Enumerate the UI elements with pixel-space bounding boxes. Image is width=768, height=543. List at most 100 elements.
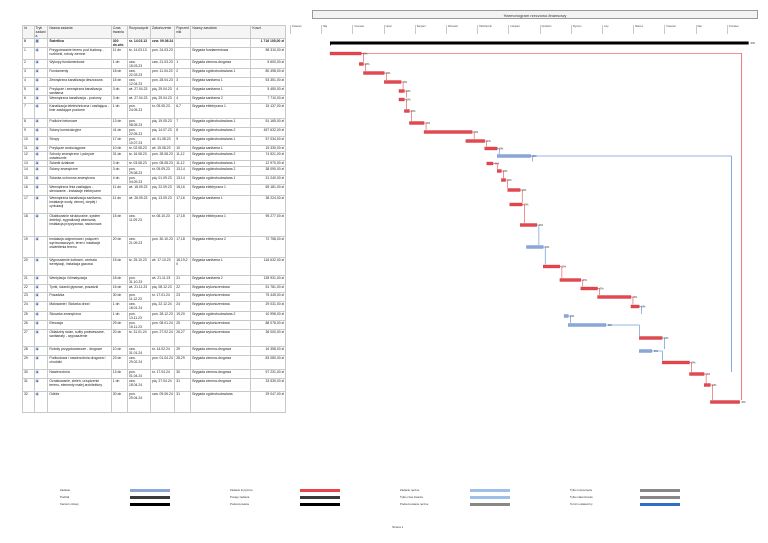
cell-res[interactable]: Brygada ogólnobudowlana 1	[190, 118, 252, 128]
cell-start[interactable]: pon. 10.07.23	[126, 136, 152, 146]
cell-res[interactable]: Brygada wykończeniowa	[190, 301, 252, 312]
table-row[interactable]: 10 ▣ Stropy 17 dn pon. 10.07.23 wt. 01.08.23 9…	[22, 136, 286, 146]
cell-pred[interactable]: 4	[174, 95, 192, 104]
cell-res[interactable]: Brygada elektryczna 2	[190, 236, 252, 258]
cell-name[interactable]: Nawierzchnia	[47, 369, 112, 379]
cell-finish[interactable]: pią. 22.09.23	[149, 184, 176, 196]
table-row[interactable]: 7 ▣ Kanalizacja teletechniczna i zasilając…	[22, 103, 286, 119]
col-predecessors[interactable]: Poprzedniki	[174, 25, 192, 39]
table-row[interactable]: 20 ▣ Wyposażenie kotłowni, centrala wentyl…	[22, 257, 286, 276]
cell-cost[interactable]: 135 931,00 zł	[250, 275, 286, 285]
col-resources[interactable]: Nazwy zasobów	[190, 25, 252, 39]
cell-finish[interactable]: pią. 29.04.23	[149, 86, 176, 96]
table-row[interactable]: 24 ▣ Malowanie i Stolarka drzwi 1 dn czw. 18…	[22, 301, 286, 312]
cell-start[interactable]: śr. 31.01.24	[126, 329, 152, 347]
col-name[interactable]: Nazwa zadania	[47, 25, 112, 39]
summary-duration[interactable]: 300 dn.wie.	[110, 38, 128, 48]
table-row[interactable]: 25 ▣ Ślusarka zewnętrzna 1 dn pon. 13.11.23 p…	[22, 311, 286, 321]
cell-cost[interactable]: 57 231,00 zł	[250, 369, 286, 379]
cell-duration[interactable]: 11 dn	[110, 184, 128, 196]
table-row[interactable]: 2 ▣ Wykopy fundamentowe 1 dn czw. 15.03.23 cz…	[22, 59, 286, 69]
cell-pred[interactable]: 13,14	[174, 175, 192, 185]
table-row[interactable]: 23 ▣ Posadzka 30 dn pon. 11.12.23 śr. 17.01.2…	[22, 292, 286, 302]
summary-res[interactable]	[190, 38, 252, 48]
cell-cost[interactable]: 5 600,00 zł	[250, 59, 286, 69]
cell-name[interactable]: Okablowanie strukturalne, system detekcj…	[47, 213, 112, 237]
cell-cost[interactable]: 15 137,00 zł	[250, 103, 286, 119]
cell-duration[interactable]: 15 dn	[110, 284, 128, 293]
cell-name[interactable]: Wewnętrzna linia zasilająca - sterowanie…	[47, 184, 112, 196]
cell-duration[interactable]: 20 dn	[110, 329, 128, 347]
cell-res[interactable]: Brygada sanitarna 2	[190, 95, 252, 104]
cell-finish[interactable]: wt. 21.11.23	[149, 275, 176, 285]
cell-cost[interactable]: 72 758,00 zł	[250, 236, 286, 258]
cell-cost[interactable]: 457 632,00 zł	[250, 127, 286, 137]
cell-start[interactable]: czw. 21.09.23	[126, 236, 152, 258]
cell-name[interactable]: Odbiór	[47, 391, 112, 413]
cell-finish[interactable]: śr. 17.04.24	[149, 369, 176, 379]
cell-finish[interactable]: pon. 28.12.23	[149, 311, 176, 321]
cell-pred[interactable]: 23	[174, 292, 192, 302]
cell-duration[interactable]: 30 dn	[110, 391, 128, 413]
cell-start[interactable]: wt. 26.09.23	[126, 195, 152, 214]
cell-start[interactable]: wt. 18.09.23	[126, 184, 152, 196]
cell-cost[interactable]: 88 078,00 zł	[250, 320, 286, 330]
cell-name[interactable]: Podbudowa i nawierzchnia drogowa i chodn…	[47, 355, 112, 370]
cell-cost[interactable]: 74 521,00 zł	[250, 151, 286, 161]
cell-duration[interactable]: 1 dn	[110, 378, 128, 392]
cell-start[interactable]: pon. 13.11.23	[126, 311, 152, 321]
cell-duration[interactable]: 11 dn	[110, 47, 128, 60]
cell-duration[interactable]: 20 dn	[110, 236, 128, 258]
cell-cost[interactable]: 83 080,00 zł	[250, 355, 286, 370]
cell-cost[interactable]: 10 998,00 zł	[250, 311, 286, 321]
cell-pred[interactable]: 1	[174, 59, 192, 69]
table-row[interactable]: 32 ▣ Odbiór 30 dn pon. 29.04.24 czw. 09.06.24…	[22, 391, 286, 413]
cell-name[interactable]: Tynki, ścianki gipsowe, posadzki	[47, 284, 112, 293]
cell-res[interactable]: Brygada wykończeniowa	[190, 292, 252, 302]
cell-start[interactable]: pon. 04.09.23	[126, 175, 152, 185]
cell-name[interactable]: Ściany konstrukcyjne	[47, 127, 112, 137]
cell-finish[interactable]: pią. 13.09.23	[149, 195, 176, 214]
cell-pred[interactable]: 28,29	[174, 355, 192, 370]
cell-duration[interactable]: 10 dn	[110, 346, 128, 356]
cell-start[interactable]: pon. 08.05.23	[126, 118, 152, 128]
cell-name[interactable]: Ścianka ochronna zewnętrzna	[47, 175, 112, 185]
cell-res[interactable]: Brygada sanitarna 1	[190, 77, 252, 87]
cell-res[interactable]: Brygada ziemna-drogowa	[190, 59, 252, 69]
summary-finish[interactable]: czw. 09.06.24	[149, 38, 176, 48]
table-row[interactable]: 28 ▣ Roboty przygotowawcze - drogowe 10 dn c…	[22, 346, 286, 356]
cell-finish[interactable]: pon. 11.04.23	[149, 68, 176, 78]
cell-start[interactable]: czw. 29.02.24	[126, 355, 152, 370]
cell-start[interactable]: pon. 24.05.23	[126, 103, 152, 119]
cell-pred[interactable]: 13,14	[174, 166, 192, 176]
table-row[interactable]: 31 ▣ Oznakowanie, zieleń, urządzenie teren…	[22, 378, 286, 392]
cell-finish[interactable]: śr. 05.09.23	[149, 166, 176, 176]
cell-start[interactable]: czw. 12.04.23	[126, 77, 152, 87]
cell-finish[interactable]: pią. 01.09.23	[149, 175, 176, 185]
cell-start[interactable]: śr. 14.03.13	[126, 47, 152, 60]
cell-cost[interactable]: 51 165,00 zł	[250, 118, 286, 128]
cell-finish[interactable]: pią. 19.05.23	[149, 118, 176, 128]
cell-finish[interactable]: czw. 09.06.24	[149, 391, 176, 413]
cell-duration[interactable]: 1 dn	[110, 311, 128, 321]
cell-duration[interactable]: 4 dn	[110, 175, 128, 185]
cell-name[interactable]: Ściany zewnętrzne	[47, 166, 112, 176]
cell-cost[interactable]: 80 498,00 zł	[250, 68, 286, 78]
cell-pred[interactable]: 29	[174, 346, 192, 356]
cell-name[interactable]: Wykopy fundamentowe	[47, 59, 112, 69]
cell-duration[interactable]: 1 dn	[110, 59, 128, 69]
cell-finish[interactable]: pią. 27.04.24	[149, 378, 176, 392]
table-row[interactable]: 8 ▣ Podłoże betonowe 13 dn pon. 08.05.23 pią.…	[22, 118, 286, 128]
cell-name[interactable]: Podłoże betonowe	[47, 118, 112, 128]
cell-res[interactable]: Brygada ogólnobudowlana	[190, 391, 252, 413]
cell-cost[interactable]: 16 358,00 zł	[250, 346, 286, 356]
cell-name[interactable]: Stropy	[47, 136, 112, 146]
cell-cost[interactable]: 65 181,00 zł	[250, 184, 286, 196]
cell-name[interactable]: Wyposażenie kotłowni, centrala wentylacj…	[47, 257, 112, 276]
cell-pred[interactable]: 19,20	[174, 311, 192, 321]
cell-pred[interactable]: 8	[174, 127, 192, 137]
cell-pred[interactable]: 26,27	[174, 329, 192, 347]
cell-finish[interactable]: pon. 27.02.24	[149, 329, 176, 347]
cell-cost[interactable]: 116 632,00 zł	[250, 257, 286, 276]
cell-start[interactable]: wt. 21.11.23	[126, 284, 152, 293]
